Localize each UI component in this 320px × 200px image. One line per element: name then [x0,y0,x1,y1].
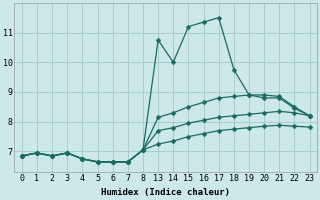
X-axis label: Humidex (Indice chaleur): Humidex (Indice chaleur) [101,188,230,197]
